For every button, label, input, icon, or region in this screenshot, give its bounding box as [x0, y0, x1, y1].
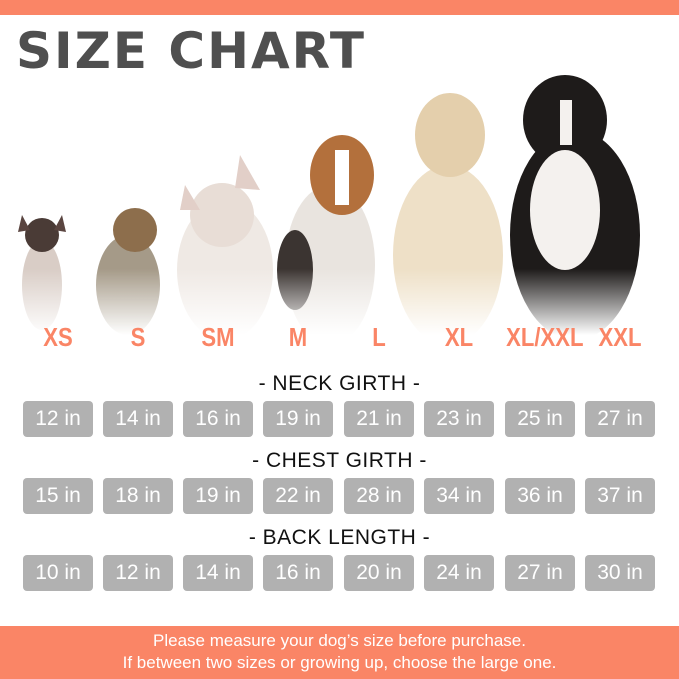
measurement-cell: 34 in [424, 478, 494, 514]
measurement-cell: 37 in [585, 478, 655, 514]
measurement-cell: 14 in [103, 401, 173, 437]
measurement-cell: 16 in [263, 555, 333, 591]
size-label: XL/XXL [506, 322, 584, 352]
size-label: SM [201, 322, 235, 352]
size-label: XXL [598, 322, 642, 352]
footer-line-1: Please measure your dog’s size before pu… [153, 631, 526, 650]
measurement-cell: 12 in [23, 401, 93, 437]
size-label: L [372, 322, 386, 352]
measurement-cell: 22 in [263, 478, 333, 514]
measurement-cell: 18 in [103, 478, 173, 514]
size-label: XS [43, 322, 73, 352]
size-label: XL [444, 322, 474, 352]
measurement-cell: 15 in [23, 478, 93, 514]
section-header: - NECK GIRTH - [258, 372, 421, 395]
measurement-cell: 25 in [505, 401, 575, 437]
footer-line-2: If between two sizes or growing up, choo… [122, 653, 557, 672]
section-header: - CHEST GIRTH - [252, 449, 427, 472]
size-label: S [130, 322, 146, 352]
measurement-cell: 14 in [183, 555, 253, 591]
measurement-cell: 21 in [344, 401, 414, 437]
footer-note: Please measure your dog’s size before pu… [0, 626, 679, 679]
section-header: - BACK LENGTH - [248, 526, 431, 549]
measurement-cell: 28 in [344, 478, 414, 514]
measurement-cell: 27 in [585, 401, 655, 437]
measurement-cell: 30 in [585, 555, 655, 591]
measurement-cell: 19 in [263, 401, 333, 437]
measurement-cell: 16 in [183, 401, 253, 437]
measurement-cell: 24 in [424, 555, 494, 591]
measurement-cell: 36 in [505, 478, 575, 514]
measurement-cell: 12 in [103, 555, 173, 591]
measurement-cell: 20 in [344, 555, 414, 591]
measurement-cell: 23 in [424, 401, 494, 437]
dogs-illustration [0, 70, 679, 335]
size-labels: XS S SM M L XL XL/XXL XXL [0, 322, 679, 358]
measurement-row: 12 in 14 in 16 in 19 in 21 in 23 in 25 in 27 in [0, 401, 679, 437]
measurement-cell: 19 in [183, 478, 253, 514]
size-label: M [288, 322, 308, 352]
measurement-cell: 27 in [505, 555, 575, 591]
measurement-cell: 10 in [23, 555, 93, 591]
measurement-row: 10 in 12 in 14 in 16 in 20 in 24 in 27 in 30 in [0, 555, 679, 591]
measurement-row: 15 in 18 in 19 in 22 in 28 in 34 in 36 in 37 in [0, 478, 679, 514]
top-accent-bar [0, 0, 679, 15]
